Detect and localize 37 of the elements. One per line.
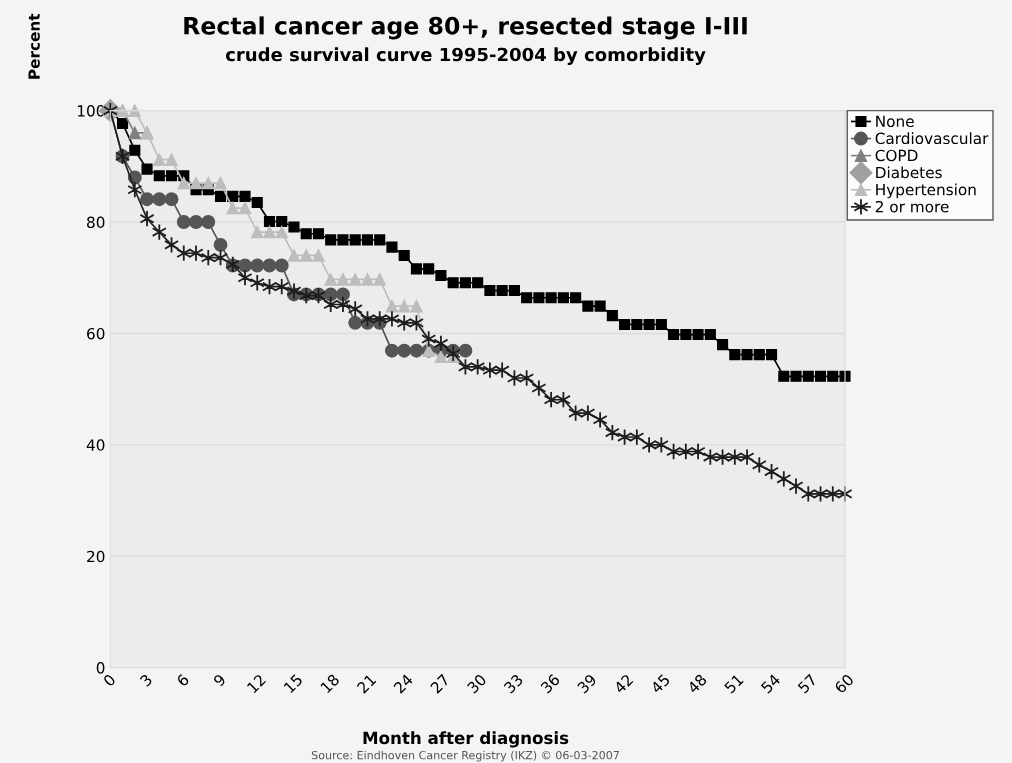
x-tick-label: 21: [356, 673, 377, 694]
y-tick-label: 0: [96, 662, 105, 674]
x-tick-label: 39: [576, 673, 598, 694]
legend-label: 2 or more: [875, 200, 949, 213]
x-tick-label: 9: [212, 673, 227, 688]
source-note: Source: Eindhoven Cancer Registry (IKZ) © 06-03-2007: [311, 750, 619, 762]
legend-label: Cardiovascular: [875, 132, 989, 145]
x-tick-label: 54: [760, 673, 781, 694]
x-tick-label: 6: [176, 673, 190, 687]
y-tick-label: 80: [87, 216, 105, 229]
chart-title: Rectal cancer age 80+, resected stage I-III: [184, 16, 747, 40]
legend-label: Diabetes: [876, 166, 942, 179]
chart-subtitle: crude survival curve 1995-2004 by comorbidity: [225, 47, 706, 65]
y-tick-label: 60: [87, 327, 105, 340]
x-axis-title: Month after diagnosis: [363, 731, 569, 748]
x-tick-label: 24: [393, 673, 414, 694]
x-tick-label: 12: [246, 673, 267, 694]
x-tick-label: 60: [833, 673, 855, 694]
x-tick-label: 18: [320, 673, 340, 694]
x-tick-label: 36: [540, 673, 561, 694]
x-tick-label: 33: [503, 673, 524, 694]
x-tick-label: 42: [613, 673, 634, 694]
x-tick-label: 0: [102, 673, 117, 688]
x-tick-label: 15: [283, 673, 304, 694]
x-tick-label: 45: [650, 673, 671, 695]
x-tick-label: 51: [723, 673, 744, 694]
y-tick-label: 40: [86, 439, 105, 451]
x-tick-label: 3: [139, 673, 153, 687]
x-tick-label: 57: [797, 673, 818, 694]
x-tick-label: 27: [429, 673, 450, 694]
y-axis-title: Percent: [28, 13, 40, 79]
x-tick-label: 48: [686, 673, 708, 695]
legend-label: COPD: [875, 149, 918, 162]
legend-label: Hypertension: [876, 183, 976, 199]
x-tick-label: 30: [466, 673, 487, 694]
y-tick-label: 20: [87, 550, 105, 563]
legend-label: None: [876, 115, 914, 128]
